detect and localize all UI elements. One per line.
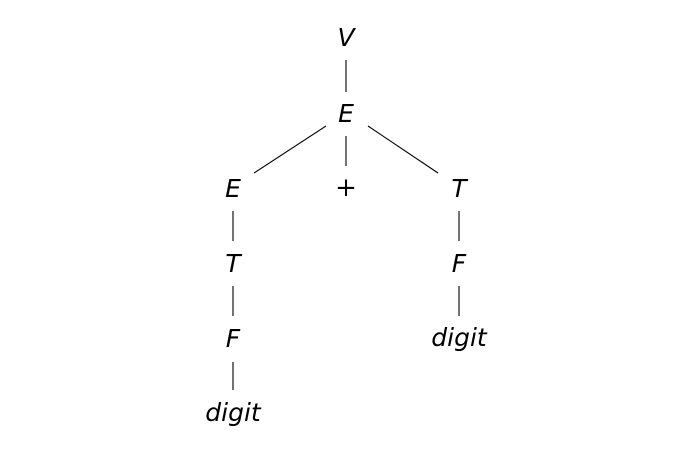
node-f-right: F [452, 249, 467, 278]
node-t-right: T [451, 174, 468, 203]
edge-e-e-left [253, 125, 327, 174]
node-digit-right: digit [431, 323, 488, 352]
node-f-left: F [226, 324, 241, 353]
edge-e-t-right [367, 125, 439, 174]
node-plus: + [335, 173, 357, 203]
node-t-left: T [225, 249, 242, 278]
node-e: E [338, 99, 354, 128]
node-v: V [337, 23, 356, 52]
node-digit-left: digit [205, 398, 262, 427]
node-e-left: E [225, 174, 241, 203]
